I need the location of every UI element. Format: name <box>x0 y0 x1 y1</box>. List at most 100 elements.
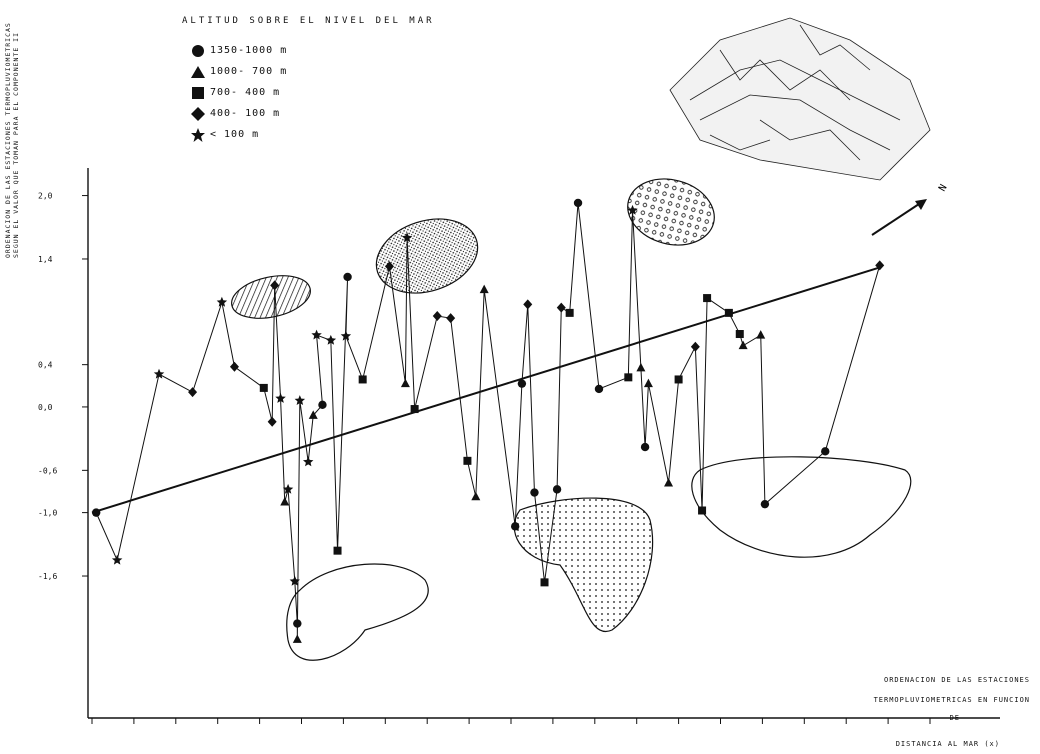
data-point-square <box>735 330 744 339</box>
data-point-square <box>565 308 574 317</box>
axes <box>87 168 1000 719</box>
data-point-square <box>410 405 419 414</box>
data-point-diamond <box>267 416 277 427</box>
data-point-circle <box>530 488 539 497</box>
data-point-triangle <box>479 284 489 294</box>
triangle-icon <box>191 65 205 78</box>
data-point-circle <box>821 447 830 456</box>
data-point-star <box>111 554 123 565</box>
diamond-icon <box>191 106 205 121</box>
data-point-square <box>540 578 549 587</box>
station-sequence-line <box>95 202 881 640</box>
footer-line-1: ORDENACION DE LAS ESTACIONES <box>883 676 1030 684</box>
cluster-dense-dots <box>375 218 479 294</box>
legend-label: 400- 100 m <box>210 108 281 119</box>
data-point-diamond <box>229 361 239 372</box>
legend-item: 1000- 700 m <box>190 61 287 82</box>
data-point-square <box>624 373 633 382</box>
cluster-hatched <box>231 275 311 319</box>
north-arrow-icon <box>871 199 927 236</box>
data-point-square <box>724 308 733 317</box>
regression-line <box>91 266 881 514</box>
data-point-triangle <box>292 634 302 643</box>
y-tick-label: -1,0 <box>38 509 57 518</box>
data-point-triangle <box>400 378 410 388</box>
legend-item: 700- 400 m <box>190 82 287 103</box>
legend-label: < 100 m <box>210 129 260 140</box>
star-icon <box>191 127 205 142</box>
data-point-star <box>311 329 322 340</box>
x-ticks <box>91 718 931 724</box>
data-points <box>91 198 885 643</box>
data-point-star <box>282 483 294 494</box>
data-point-triangle <box>738 340 748 350</box>
data-point-square <box>698 506 707 515</box>
legend-label: 1000- 700 m <box>210 66 288 77</box>
data-point-triangle <box>471 491 481 501</box>
data-point-star <box>340 330 352 341</box>
legend: 1350-1000 m 1000- 700 m 700- 400 m 400- … <box>190 40 287 145</box>
data-point-star <box>294 395 306 405</box>
data-point-diamond <box>690 341 700 352</box>
data-point-diamond <box>523 299 533 310</box>
y-tick-label: 0,0 <box>38 403 53 412</box>
data-point-square <box>259 383 268 392</box>
data-point-star <box>216 296 228 307</box>
y-tick-label: -0,6 <box>38 466 57 475</box>
data-point-triangle <box>280 497 290 506</box>
data-point-star <box>303 456 314 467</box>
y-tick-label: -1,6 <box>38 572 57 581</box>
y-axis-label: ORDENACION DE LAS ESTACIONES TERMOPLUVIO… <box>4 22 20 258</box>
data-point-diamond <box>432 311 442 322</box>
legend-item: < 100 m <box>190 124 287 145</box>
data-point-star <box>289 575 300 586</box>
data-point-triangle <box>636 362 646 372</box>
y-tick-label: 2,0 <box>38 192 53 201</box>
data-point-square <box>703 294 712 303</box>
data-point-diamond <box>556 302 566 313</box>
footer-line-4: DISTANCIA AL MAR (x) <box>895 740 1000 748</box>
data-point-star <box>401 232 413 243</box>
legend-label: 1350-1000 m <box>210 45 288 56</box>
data-point-circle <box>318 400 327 410</box>
legend-item: 1350-1000 m <box>190 40 287 61</box>
data-point-star <box>325 334 337 345</box>
data-point-circle <box>552 485 562 494</box>
data-point-diamond <box>188 387 198 398</box>
data-point-triangle <box>664 478 674 487</box>
data-point-circle <box>293 619 302 628</box>
data-point-square <box>463 456 472 465</box>
data-point-circle <box>343 272 352 282</box>
terrain-illustration <box>669 17 931 181</box>
data-point-circle <box>517 379 527 388</box>
cluster-bottom-right <box>691 456 912 558</box>
footer-line-2: TERMOPLUVIOMETRICAS EN FUNCION <box>873 696 1030 704</box>
cluster-rings <box>627 178 715 246</box>
data-point-circle <box>640 442 650 452</box>
data-point-star <box>153 368 165 379</box>
legend-label: 700- 400 m <box>210 87 281 98</box>
data-point-circle <box>760 499 770 509</box>
data-point-square <box>674 375 683 384</box>
cluster-bottom-left <box>286 563 429 661</box>
data-point-circle <box>91 508 101 517</box>
cluster-regions <box>231 178 912 661</box>
y-tick-label: 0,4 <box>38 361 53 370</box>
y-ticks: 2,0 1,4 0,4 0,0 -0,6 -1,0 -1,6 <box>38 192 88 581</box>
data-point-triangle <box>308 410 318 419</box>
cluster-bottom-middle <box>513 497 654 633</box>
data-point-square <box>358 375 367 384</box>
data-point-diamond <box>270 280 280 291</box>
legend-title: ALTITUD SOBRE EL NIVEL DEL MAR <box>182 16 435 26</box>
data-point-circle <box>573 198 583 208</box>
data-point-diamond <box>384 261 394 272</box>
square-icon <box>192 86 204 99</box>
data-point-diamond <box>446 313 456 324</box>
circle-icon <box>192 44 204 57</box>
data-point-diamond <box>875 260 885 271</box>
legend-item: 400- 100 m <box>190 103 287 124</box>
data-point-triangle <box>756 330 766 339</box>
footer-line-3: DE <box>949 714 960 722</box>
data-point-star <box>275 393 286 403</box>
